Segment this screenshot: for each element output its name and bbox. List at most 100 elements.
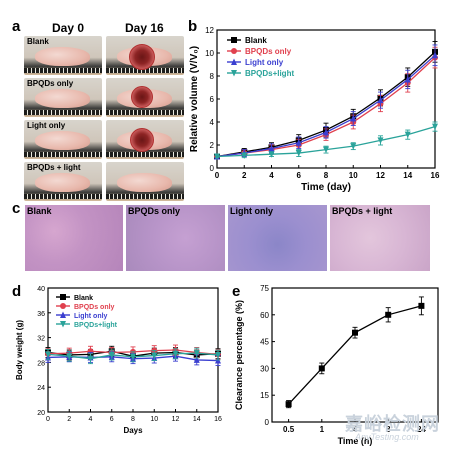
x-axis-label: Time (h) xyxy=(338,436,373,446)
data-point-3-1 xyxy=(66,353,73,360)
data-point-3-6 xyxy=(377,137,384,144)
histology-bpqds: BPQDs only xyxy=(126,205,225,271)
x-axis-label: Time (day) xyxy=(301,182,351,193)
legend-label-3: BPQDs+light xyxy=(245,69,294,78)
y-tick-label: 2 xyxy=(210,141,215,150)
x-tick-label: 10 xyxy=(150,416,158,423)
data-point-2-7 xyxy=(193,356,200,363)
legend-label-0: Blank xyxy=(245,36,267,45)
data-point-0-2 xyxy=(352,329,358,336)
y-tick-label: 45 xyxy=(260,338,269,347)
y-axis-label: Body weight (g) xyxy=(15,320,24,380)
x-tick-label: 8 xyxy=(131,416,135,423)
data-point-0-1 xyxy=(318,365,325,372)
y-tick-label: 20 xyxy=(37,410,45,417)
mouse-photo-1-0 xyxy=(24,78,102,117)
mouse-photo-3-1 xyxy=(106,162,184,201)
col-label-day16: Day 16 xyxy=(125,21,164,35)
chart-tumor-volume: 0 2 4 6 8 10 12 0 2 4 6 8 10 12 14 16 Time (day) Relative… xyxy=(189,26,440,193)
legend-marker-0 xyxy=(231,37,237,43)
legend-label-2: Light only xyxy=(245,58,284,67)
data-point-3-7 xyxy=(404,131,411,139)
panel-letter-c: c xyxy=(12,200,21,217)
data-point-3-4 xyxy=(130,353,136,361)
x-tick-label: 8 xyxy=(324,171,329,180)
mouse-photo-2-1 xyxy=(106,120,184,159)
x-tick-label: 4 xyxy=(353,425,358,434)
y-tick-label: 28 xyxy=(37,360,45,367)
data-point-3-2 xyxy=(87,355,94,363)
x-tick-label: 1 xyxy=(320,425,325,434)
data-point-3-6 xyxy=(172,350,179,358)
photo-row-label-1: BPQDs only xyxy=(27,79,74,88)
data-point-3-1 xyxy=(241,152,248,159)
y-tick-label: 30 xyxy=(260,364,269,373)
legend-label-1: BPQDs only xyxy=(74,304,115,311)
y-tick-label: 32 xyxy=(37,336,45,343)
panel-letter-e: e xyxy=(232,283,241,300)
y-tick-label: 6 xyxy=(210,95,215,104)
y-tick-label: 75 xyxy=(260,284,269,293)
y-tick-label: 0 xyxy=(265,418,270,427)
x-tick-label: 4 xyxy=(269,171,274,180)
histology-label-bpqds: BPQDs only xyxy=(128,206,181,216)
data-point-3-8 xyxy=(432,123,438,131)
x-tick-label: 16 xyxy=(214,416,222,423)
photo-row-label-2: Light only xyxy=(27,121,66,130)
x-axis-label: Days xyxy=(123,426,143,435)
data-point-3-5 xyxy=(350,143,357,150)
legend-label-1: BPQDs only xyxy=(245,47,292,56)
panel-letter-a: a xyxy=(12,18,21,35)
data-point-2-7 xyxy=(404,75,411,83)
x-tick-label: 16 xyxy=(431,171,440,180)
legend-marker-2 xyxy=(60,311,66,318)
y-tick-label: 60 xyxy=(260,311,269,320)
chart-clearance: 0 15 30 45 60 75 0.5 1 4 8 24 Time (h) Clearance per… xyxy=(234,284,439,446)
legend-marker-1 xyxy=(60,303,66,309)
x-tick-label: 2 xyxy=(242,171,247,180)
legend-label-0: Blank xyxy=(74,295,93,302)
watermark-sub: AnyTesting.com xyxy=(355,432,419,442)
x-tick-label: 24 xyxy=(417,425,426,434)
legend-marker-1 xyxy=(231,48,237,54)
histology-blank: Blank xyxy=(25,205,123,271)
data-point-0-4 xyxy=(418,302,425,309)
mouse-photo-2-0 xyxy=(24,120,102,159)
watermark-text: 嘉峪检测网 xyxy=(345,414,440,434)
legend-label-2: Light only xyxy=(74,313,108,320)
histology-bpqds-light: BPQDs + light xyxy=(330,205,430,271)
x-tick-label: 6 xyxy=(110,416,114,423)
mouse-photo-0-0 xyxy=(24,36,102,75)
x-tick-label: 10 xyxy=(349,171,358,180)
mouse-photo-3-0 xyxy=(24,162,102,201)
x-tick-label: 8 xyxy=(386,425,391,434)
data-point-2-5 xyxy=(350,115,357,122)
data-point-0-3 xyxy=(385,311,392,318)
y-tick-label: 4 xyxy=(210,118,215,127)
data-point-3-0 xyxy=(45,351,51,358)
x-tick-label: 4 xyxy=(89,416,93,423)
series-line-0 xyxy=(288,305,422,405)
histology-light: Light only xyxy=(228,205,327,271)
col-label-day0: Day 0 xyxy=(52,21,85,35)
x-tick-label: 12 xyxy=(172,416,180,423)
histology-label-blank: Blank xyxy=(27,206,52,216)
x-tick-label: 0 xyxy=(46,416,50,423)
x-tick-label: 6 xyxy=(297,171,302,180)
photo-row-label-0: Blank xyxy=(27,37,49,46)
x-tick-label: 12 xyxy=(376,171,385,180)
x-tick-label: 2 xyxy=(67,416,71,423)
panel-letter-b: b xyxy=(188,18,198,35)
y-tick-label: 40 xyxy=(37,286,45,293)
y-tick-label: 12 xyxy=(205,26,214,35)
legend-label-3: BPQDs+light xyxy=(74,322,118,329)
histology-label-light: Light only xyxy=(230,206,273,216)
y-tick-label: 0 xyxy=(210,164,215,173)
data-point-2-4 xyxy=(323,128,329,136)
panel-letter-d: d xyxy=(12,283,22,300)
data-point-2-2 xyxy=(268,144,275,152)
data-point-3-3 xyxy=(108,351,115,359)
mouse-photo-1-1 xyxy=(106,78,184,117)
x-tick-label: 14 xyxy=(193,416,201,423)
data-point-2-6 xyxy=(377,96,384,104)
